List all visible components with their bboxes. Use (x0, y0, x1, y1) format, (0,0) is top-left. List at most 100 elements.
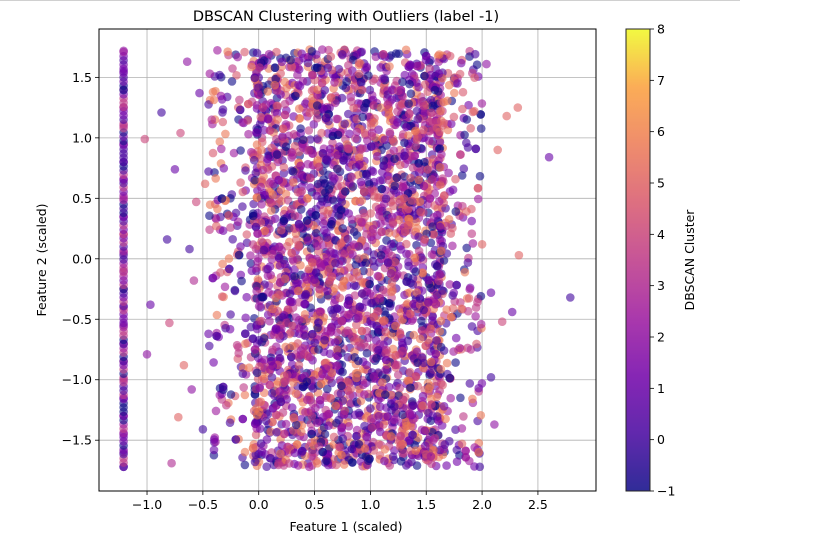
scatter-point (311, 268, 321, 277)
scatter-point (308, 329, 317, 339)
scatter-point (314, 162, 324, 172)
scatter-point (362, 62, 372, 72)
scatter-point (268, 190, 278, 199)
scatter-point (217, 144, 226, 154)
scatter-point (465, 285, 475, 294)
scatter-point (176, 128, 185, 138)
scatter-point (231, 435, 241, 444)
scatter-point (297, 186, 307, 196)
scatter-point (404, 214, 414, 224)
scatter-point (320, 335, 330, 345)
scatter-point (287, 352, 296, 362)
scatter-point (211, 174, 220, 183)
scatter-point (405, 367, 415, 377)
scatter-point (352, 267, 362, 277)
colorbar-label: DBSCAN Cluster (682, 209, 697, 311)
scatter-point (407, 196, 417, 205)
scatter-point (456, 393, 465, 403)
scatter-point (256, 182, 266, 192)
scatter-point (462, 138, 471, 148)
scatter-point (119, 47, 128, 57)
scatter-point (279, 163, 289, 172)
scatter-point (357, 85, 367, 95)
scatter-point (398, 182, 408, 192)
scatter-point (352, 320, 361, 330)
scatter-point (373, 271, 383, 281)
scatter-point (507, 307, 517, 317)
scatter-point (331, 258, 340, 268)
scatter-point (399, 194, 409, 203)
scatter-point (470, 49, 480, 59)
scatter-point (398, 410, 408, 420)
scatter-point (304, 462, 314, 472)
scatter-point (359, 208, 369, 218)
scatter-point (354, 153, 364, 163)
y-tick-label: −1.0 (62, 372, 92, 387)
scatter-point (317, 128, 326, 138)
scatter-point (338, 283, 348, 292)
scatter-point (417, 253, 426, 262)
scatter-point (285, 459, 294, 468)
scatter-point (436, 316, 446, 326)
scatter-point (477, 99, 487, 108)
scatter-point (376, 250, 386, 260)
scatter-point (289, 178, 298, 187)
x-tick-label: −0.5 (188, 497, 218, 512)
scatter-point (367, 235, 377, 245)
scatter-point (358, 278, 368, 288)
scatter-point (275, 353, 285, 363)
scatter-point (395, 383, 405, 393)
scatter-point (337, 50, 347, 59)
scatter-point (490, 420, 499, 429)
scatter-point (250, 345, 260, 354)
scatter-point (276, 397, 286, 407)
scatter-point (419, 125, 428, 135)
scatter-point (240, 390, 250, 400)
scatter-point (295, 81, 305, 91)
scatter-point (350, 353, 360, 362)
scatter-point (205, 341, 214, 351)
scatter-point (437, 150, 446, 159)
scatter-point (289, 378, 298, 387)
scatter-point (254, 83, 263, 93)
scatter-point (289, 413, 299, 422)
scatter-point (354, 254, 364, 263)
scatter-point (420, 235, 430, 244)
scatter-point (390, 181, 400, 191)
scatter-point (493, 145, 503, 155)
scatter-point (303, 236, 313, 245)
scatter-point (321, 364, 331, 373)
scatter-point (274, 194, 284, 204)
scatter-point (413, 381, 423, 391)
scatter-point (420, 71, 429, 81)
scatter-point (308, 70, 317, 80)
scatter-point (375, 294, 385, 303)
scatter-point (400, 138, 409, 148)
scatter-point (337, 450, 346, 460)
scatter-point (383, 100, 393, 109)
scatter-point (318, 197, 327, 206)
scatter-point (221, 129, 230, 139)
scatter-point (406, 383, 415, 393)
scatter-point (215, 70, 224, 80)
scatter-point (369, 372, 379, 381)
colorbar-tick-label: 5 (657, 176, 665, 191)
scatter-point (232, 71, 241, 80)
scatter-point (362, 229, 371, 239)
scatter-point (314, 318, 323, 327)
scatter-point (349, 240, 359, 249)
scatter-point (482, 59, 491, 69)
scatter-point (380, 445, 390, 454)
scatter-point (384, 382, 394, 392)
scatter-point (374, 204, 384, 214)
scatter-point (332, 304, 342, 313)
scatter-point (241, 329, 250, 339)
scatter-point (497, 317, 507, 327)
scatter-point (502, 111, 512, 121)
scatter-point (425, 64, 434, 73)
scatter-points (119, 45, 575, 472)
scatter-point (468, 394, 477, 404)
scatter-point (226, 390, 236, 399)
scatter-point (182, 57, 192, 66)
scatter-point (315, 284, 324, 294)
